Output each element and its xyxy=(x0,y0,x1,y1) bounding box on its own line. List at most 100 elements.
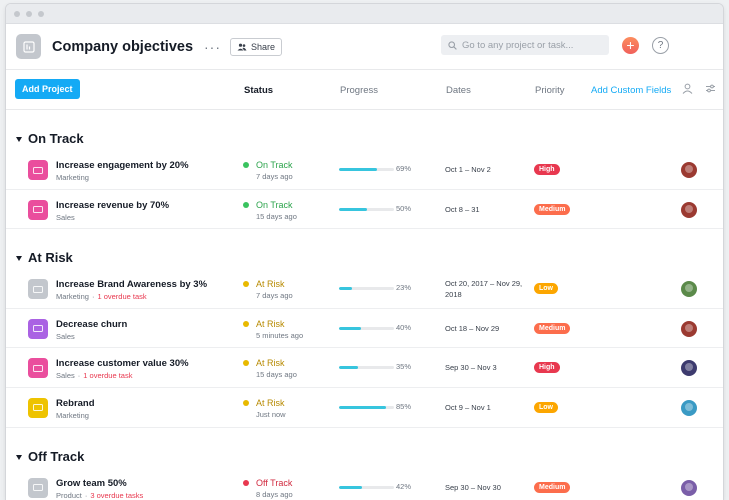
project-name[interactable]: Grow team 50% xyxy=(56,477,127,489)
project-card-icon xyxy=(33,484,43,492)
priority-badge[interactable]: Medium xyxy=(534,203,571,215)
overdue-count[interactable]: 3 overdue tasks xyxy=(90,490,144,500)
project-dates[interactable]: Sep 30 – Nov 3 xyxy=(445,363,497,373)
close-window-button[interactable] xyxy=(14,10,20,17)
owner-avatar[interactable] xyxy=(681,479,697,496)
progress-bar xyxy=(339,405,394,409)
status-label[interactable]: At Risk xyxy=(256,397,285,408)
progress-percent: 42% xyxy=(396,481,412,491)
app-window: Company objectives ··· Share Go to any p… xyxy=(6,4,723,500)
overdue-count[interactable]: 1 overdue task xyxy=(83,371,133,381)
project-row[interactable]: Increase engagement by 20% Marketing On Tr… xyxy=(6,150,723,190)
project-dates[interactable]: Oct 18 – Nov 29 xyxy=(445,323,500,333)
status-label[interactable]: Off Track xyxy=(256,477,293,488)
owner-avatar[interactable] xyxy=(681,360,697,377)
owner-avatar[interactable] xyxy=(681,281,697,298)
progress-percent: 69% xyxy=(396,164,412,173)
project-name[interactable]: Increase Brand Awareness by 3% xyxy=(56,279,208,291)
project-team: Marketing xyxy=(56,292,89,302)
overdue-count[interactable]: 1 overdue task xyxy=(97,292,147,302)
minimize-window-button[interactable] xyxy=(26,10,32,17)
owner-avatar[interactable] xyxy=(681,399,697,416)
owner-avatar[interactable] xyxy=(681,201,697,218)
owner-avatar[interactable] xyxy=(681,162,697,178)
zoom-window-button[interactable] xyxy=(38,10,44,17)
project-icon[interactable] xyxy=(28,160,48,180)
project-dates[interactable]: Sep 30 – Nov 30 xyxy=(445,482,501,492)
project-row[interactable]: Increase revenue by 70% Sales On Track 15 d… xyxy=(6,190,723,230)
page-header: Company objectives ··· Share Go to any p… xyxy=(6,24,723,70)
column-status[interactable]: Status xyxy=(244,85,274,96)
add-project-button[interactable]: Add Project xyxy=(15,79,80,99)
project-icon[interactable] xyxy=(28,358,48,379)
priority-badge[interactable]: High xyxy=(534,362,560,374)
progress-percent: 35% xyxy=(396,362,412,372)
status-dot xyxy=(243,360,249,367)
caret-down-icon[interactable] xyxy=(16,256,22,262)
project-name[interactable]: Increase customer value 30% xyxy=(56,358,189,370)
status-updated: 7 days ago xyxy=(256,291,293,301)
priority-badge[interactable]: High xyxy=(534,164,560,175)
project-name[interactable]: Increase revenue by 70% xyxy=(56,199,170,211)
project-dates[interactable]: Oct 1 – Nov 2 xyxy=(445,165,491,174)
column-dates[interactable]: Dates xyxy=(446,85,471,96)
status-label[interactable]: At Risk xyxy=(256,279,285,290)
share-button[interactable]: Share xyxy=(230,37,283,56)
priority-badge[interactable]: Medium xyxy=(534,322,571,334)
caret-down-icon[interactable] xyxy=(16,137,22,142)
priority-badge[interactable]: Low xyxy=(534,283,558,295)
status-label[interactable]: On Track xyxy=(256,160,293,170)
project-row[interactable]: Decrease churn Sales At Risk 5 minutes ago 4… xyxy=(6,309,723,349)
status-updated: 7 days ago xyxy=(256,172,293,181)
status-updated: 15 days ago xyxy=(256,370,297,380)
add-custom-fields-link[interactable]: Add Custom Fields xyxy=(591,85,672,96)
progress-percent: 50% xyxy=(396,203,412,213)
project-dates[interactable]: Oct 9 – Nov 1 xyxy=(445,402,491,412)
project-name[interactable]: Decrease churn xyxy=(56,318,128,330)
project-icon[interactable] xyxy=(28,397,48,418)
project-dates[interactable]: Oct 20, 2017 – Nov 29, 2018 xyxy=(445,279,523,300)
status-label[interactable]: On Track xyxy=(256,199,293,210)
project-icon[interactable] xyxy=(28,477,48,498)
project-card-icon xyxy=(33,166,43,174)
project-row[interactable]: Increase Brand Awareness by 3% Marketing ·… xyxy=(6,269,723,309)
share-label: Share xyxy=(251,41,276,52)
priority-badge[interactable]: Low xyxy=(534,401,558,413)
column-priority[interactable]: Priority xyxy=(535,85,565,96)
project-meta: Sales xyxy=(56,213,75,222)
project-name[interactable]: Increase engagement by 20% xyxy=(56,160,189,171)
section-header[interactable]: At Risk xyxy=(6,229,723,269)
project-meta: Marketing · 1 overdue task xyxy=(56,292,147,301)
search-input[interactable]: Go to any project or task... xyxy=(462,39,574,51)
project-icon[interactable] xyxy=(28,279,48,300)
project-team: Marketing xyxy=(56,173,89,182)
section-header[interactable]: On Track xyxy=(6,110,723,150)
person-icon[interactable] xyxy=(682,83,693,94)
project-name[interactable]: Rebrand xyxy=(56,397,95,409)
quick-add-button[interactable]: + xyxy=(622,37,639,54)
owner-avatar[interactable] xyxy=(681,320,697,337)
project-icon[interactable] xyxy=(16,34,41,59)
project-dates[interactable]: Oct 8 – 31 xyxy=(445,204,480,214)
search-bar[interactable]: Go to any project or task... xyxy=(441,35,609,55)
section-header[interactable]: Off Track xyxy=(6,428,723,468)
project-row[interactable]: Increase customer value 30% Sales · 1 overd… xyxy=(6,348,723,388)
status-label[interactable]: At Risk xyxy=(256,358,285,369)
caret-down-icon[interactable] xyxy=(16,454,22,460)
column-progress[interactable]: Progress xyxy=(340,85,379,96)
sort-icon[interactable] xyxy=(705,83,716,94)
project-icon[interactable] xyxy=(28,199,48,220)
project-icon[interactable] xyxy=(28,318,48,339)
status-updated: 15 days ago xyxy=(256,211,297,221)
project-team: Sales xyxy=(56,331,75,341)
more-options-button[interactable]: ··· xyxy=(204,38,222,55)
help-button[interactable]: ? xyxy=(652,37,669,54)
priority-badge[interactable]: Medium xyxy=(534,481,571,493)
status-label[interactable]: At Risk xyxy=(256,318,285,329)
project-meta: Sales · 1 overdue task xyxy=(56,371,132,380)
progress-bar xyxy=(339,485,394,489)
project-row[interactable]: Rebrand Marketing At Risk Just now 85% Oct 9 … xyxy=(6,388,723,428)
progress-percent: 23% xyxy=(396,283,412,293)
progress-fill xyxy=(339,485,363,489)
project-row[interactable]: Grow team 50% Product · 3 overdue tasks Off … xyxy=(6,468,723,500)
